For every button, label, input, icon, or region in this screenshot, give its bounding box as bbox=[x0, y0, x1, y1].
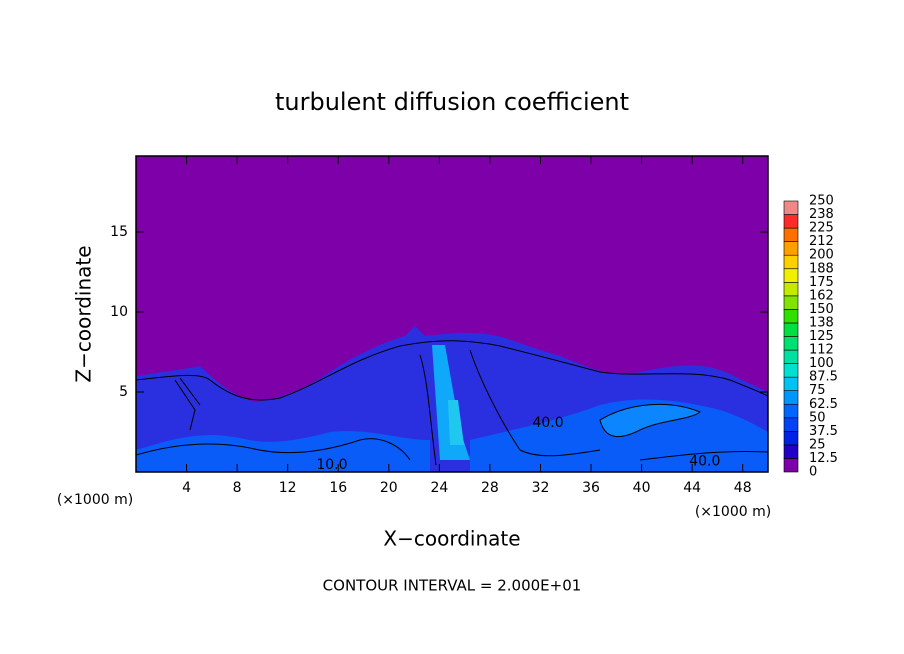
field-region bbox=[448, 400, 464, 445]
x-axis-label: X−coordinate bbox=[383, 527, 520, 551]
colorbar-label: 250 bbox=[809, 194, 834, 209]
contour-line bbox=[599, 404, 701, 438]
colorbar-label: 62.5 bbox=[809, 397, 838, 412]
colorbar-box bbox=[783, 458, 799, 473]
colorbar-label: 212 bbox=[809, 234, 834, 249]
colorbar-box bbox=[783, 268, 799, 283]
colorbar-box bbox=[783, 322, 799, 337]
colorbar-label: 200 bbox=[809, 248, 834, 263]
x-tick-label: 24 bbox=[430, 480, 448, 496]
colorbar-box bbox=[783, 336, 799, 351]
contour-label: 40.0 bbox=[689, 454, 720, 470]
x-tick-label: 28 bbox=[481, 480, 499, 496]
contour-label: 40.0 bbox=[532, 415, 563, 431]
contour-line bbox=[419, 349, 601, 466]
x-unit: (×1000 m) bbox=[695, 504, 771, 520]
colorbar-box bbox=[783, 200, 799, 215]
colorbar-box bbox=[783, 241, 799, 256]
colorbar-box bbox=[783, 363, 799, 378]
x-unit: (×1000 m) bbox=[57, 492, 133, 508]
colorbar-label: 87.5 bbox=[809, 370, 838, 385]
x-tick-label: 20 bbox=[380, 480, 398, 496]
colorbar-box bbox=[783, 309, 799, 324]
x-tick-label: 4 bbox=[182, 480, 191, 496]
field-region bbox=[600, 404, 700, 437]
contour-line bbox=[135, 340, 769, 401]
colorbar-box bbox=[783, 254, 799, 270]
x-tick-label: 32 bbox=[532, 480, 550, 496]
y-tick-label: 5 bbox=[119, 384, 128, 400]
x-tick-label: 16 bbox=[329, 480, 347, 496]
colorbar-label: 175 bbox=[809, 275, 834, 290]
colorbar-label: 150 bbox=[809, 302, 834, 317]
colorbar-box bbox=[783, 390, 799, 405]
colorbar-label: 37.5 bbox=[809, 424, 838, 439]
colorbar-label: 100 bbox=[809, 356, 834, 371]
colorbar-label: 25 bbox=[809, 437, 826, 452]
colorbar-label: 138 bbox=[809, 315, 834, 330]
colorbar-box bbox=[783, 295, 799, 310]
colorbar-box bbox=[783, 431, 799, 446]
x-tick-label: 44 bbox=[683, 480, 701, 496]
contour-line bbox=[135, 438, 769, 461]
colorbar-box bbox=[783, 214, 799, 229]
contour-label: 10.0 bbox=[316, 457, 347, 473]
colorbar-label: 188 bbox=[809, 261, 834, 276]
colorbar-label: 238 bbox=[809, 207, 834, 222]
y-tick-label: 10 bbox=[110, 304, 128, 320]
chart-title: turbulent diffusion coefficient bbox=[275, 88, 629, 116]
colorbar-label: 0 bbox=[809, 465, 817, 480]
x-tick-label: 36 bbox=[582, 480, 600, 496]
x-tick-label: 8 bbox=[233, 480, 242, 496]
footer: CONTOUR INTERVAL = 2.000E+01 bbox=[323, 577, 582, 595]
colorbar-box bbox=[783, 417, 799, 432]
colorbar-label: 125 bbox=[809, 329, 834, 344]
x-tick-label: 40 bbox=[633, 480, 651, 496]
colorbar-box bbox=[783, 281, 799, 297]
colorbar-label: 162 bbox=[809, 288, 834, 303]
colorbar-label: 75 bbox=[809, 383, 826, 398]
y-axis-label: Z−coordinate bbox=[72, 245, 96, 382]
colorbar-label: 225 bbox=[809, 221, 834, 236]
colorbar-box bbox=[783, 376, 799, 391]
colorbar-box bbox=[783, 403, 799, 419]
y-tick-label: 15 bbox=[110, 224, 128, 240]
colorbar-label: 12.5 bbox=[809, 451, 838, 466]
colorbar-label: 50 bbox=[809, 410, 826, 425]
plot-frame bbox=[135, 155, 769, 473]
x-tick-label: 48 bbox=[734, 480, 752, 496]
contour-line bbox=[174, 377, 201, 431]
field bbox=[135, 156, 769, 472]
colorbar-box bbox=[783, 444, 799, 459]
x-tick-label: 12 bbox=[279, 480, 297, 496]
colorbar-label: 112 bbox=[809, 343, 834, 358]
colorbar-box bbox=[783, 227, 799, 242]
axes: 4 8 12 16 20 24 28 32 36 40 44 4851015012.52537.550… bbox=[110, 156, 838, 496]
colorbar-box bbox=[783, 349, 799, 364]
contour-lines bbox=[135, 340, 769, 466]
